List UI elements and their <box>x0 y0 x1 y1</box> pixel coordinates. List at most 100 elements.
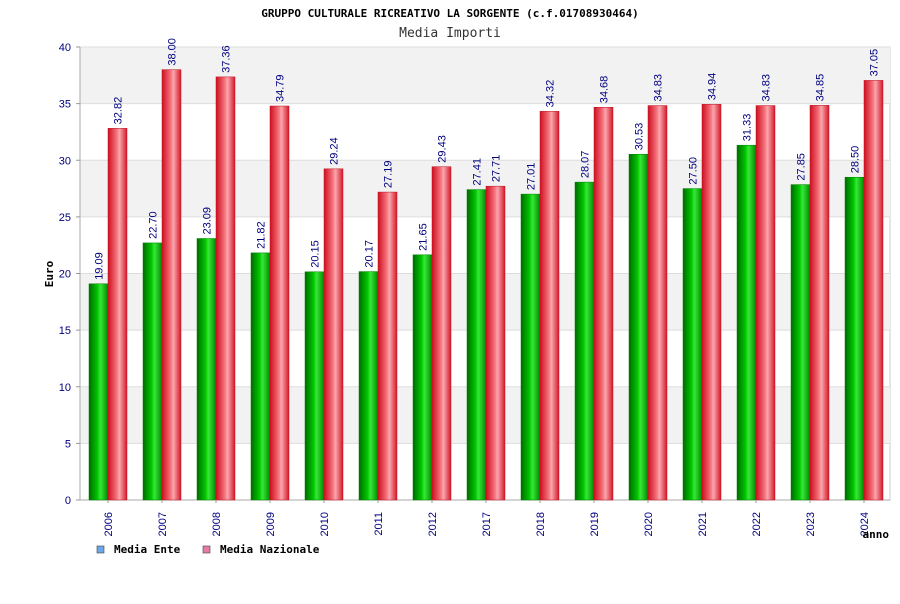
bar-media-ente <box>682 188 703 501</box>
x-tick-label: 2018 <box>535 512 547 536</box>
x-tick-label: 2008 <box>211 512 223 536</box>
x-tick-label: 2009 <box>265 512 277 536</box>
legend-label-media-nazionale: Media Nazionale <box>220 543 320 556</box>
x-tick-label: 2023 <box>805 512 817 536</box>
bar-value-label: 34.32 <box>545 80 557 108</box>
y-axis-ticks: 0 5 10 15 20 25 30 35 40 <box>59 42 80 507</box>
bar-value-label: 37.05 <box>869 49 881 77</box>
x-tick-label: 2007 <box>157 512 169 536</box>
y-tick-label: 35 <box>59 99 71 111</box>
bar-value-label: 21.65 <box>418 223 430 251</box>
y-tick-label: 10 <box>59 382 71 394</box>
bar-value-label: 20.17 <box>364 240 376 268</box>
chart-title: GRUPPO CULTURALE RICREATIVO LA SORGENTE … <box>261 7 639 20</box>
bar-value-label: 22.70 <box>148 211 160 239</box>
bar-value-label: 38.00 <box>167 38 179 66</box>
y-axis-label: Euro <box>43 260 56 287</box>
chart-subtitle: Media Importi <box>399 26 501 41</box>
bar-value-label: 32.82 <box>113 97 125 125</box>
bar-media-ente <box>304 271 325 501</box>
bar-media-ente <box>88 283 109 501</box>
bar-media-ente <box>574 181 595 501</box>
bar-media-ente <box>736 144 757 501</box>
bar-media-ente <box>358 271 379 501</box>
bar-media-ente <box>142 242 163 501</box>
x-tick-label: 2011 <box>373 512 385 536</box>
bar-value-label: 37.36 <box>221 45 233 73</box>
bar-media-nazionale <box>485 185 506 501</box>
bar-value-label: 34.85 <box>815 74 827 102</box>
bar-media-ente <box>790 184 811 501</box>
bar-value-label: 34.68 <box>599 76 611 104</box>
x-tick-label: 2021 <box>697 512 709 536</box>
x-axis-ticks: 2006 2007 2008 2009 2010 2011 2012 2017 2018 2019… <box>103 500 871 536</box>
bar-media-nazionale <box>431 166 452 501</box>
x-tick-label: 2012 <box>427 512 439 536</box>
bars <box>88 69 884 501</box>
y-tick-label: 40 <box>59 42 71 54</box>
y-tick-label: 25 <box>59 212 71 224</box>
bar-media-ente <box>520 193 541 501</box>
bar-media-nazionale <box>377 191 398 501</box>
x-tick-label: 2024 <box>859 512 871 536</box>
bar-media-nazionale <box>809 105 830 501</box>
bar-media-ente <box>412 254 433 501</box>
bar-media-nazionale <box>863 80 884 501</box>
bar-media-nazionale <box>215 76 236 501</box>
y-tick-label: 15 <box>59 325 71 337</box>
x-tick-label: 2006 <box>103 512 115 536</box>
bar-value-label: 28.50 <box>850 146 862 174</box>
bar-value-label: 27.71 <box>491 155 503 183</box>
legend-swatch-media-nazionale <box>202 545 211 554</box>
bar-media-nazionale <box>323 168 344 501</box>
bar-value-label: 19.09 <box>94 252 106 280</box>
bar-value-label: 34.79 <box>275 74 287 102</box>
bar-value-label: 20.15 <box>310 240 322 268</box>
bar-media-nazionale <box>755 105 776 501</box>
y-tick-label: 0 <box>65 495 71 507</box>
x-tick-label: 2022 <box>751 512 763 536</box>
bar-value-label: 34.83 <box>653 74 665 102</box>
bar-value-label: 28.07 <box>580 151 592 179</box>
y-tick-label: 5 <box>65 438 71 450</box>
legend: Media Ente Media Nazionale <box>96 543 320 556</box>
bar-value-label: 30.53 <box>634 123 646 151</box>
bar-value-label: 23.09 <box>202 207 214 235</box>
bar-value-label: 21.82 <box>256 221 268 249</box>
bar-value-label: 27.19 <box>383 161 395 189</box>
bar-media-nazionale <box>647 105 668 501</box>
bar-media-nazionale <box>161 69 182 501</box>
bar-media-nazionale <box>107 128 128 501</box>
bar-value-labels: 19.09 32.82 22.70 38.00 23.09 37.36 21.82 34.79… <box>94 38 881 280</box>
bar-media-nazionale <box>593 106 614 501</box>
x-axis-label: anno <box>863 528 890 541</box>
y-tick-label: 20 <box>59 269 71 281</box>
bar-media-ente <box>250 252 271 501</box>
bar-media-ente <box>466 189 487 501</box>
bar-media-nazionale <box>539 111 560 501</box>
legend-label-media-ente: Media Ente <box>114 543 181 556</box>
x-tick-label: 2020 <box>643 512 655 536</box>
legend-swatch-media-ente <box>96 545 105 554</box>
bar-value-label: 34.94 <box>707 73 719 101</box>
x-tick-label: 2019 <box>589 512 601 536</box>
y-tick-label: 30 <box>59 155 71 167</box>
bar-value-label: 27.41 <box>472 158 484 186</box>
bar-value-label: 27.85 <box>796 153 808 181</box>
bar-media-ente <box>196 238 217 501</box>
plot-band <box>80 47 890 104</box>
bar-value-label: 31.33 <box>742 114 754 142</box>
bar-media-nazionale <box>701 104 722 501</box>
bar-value-label: 27.50 <box>688 157 700 185</box>
x-tick-label: 2010 <box>319 512 331 536</box>
bar-value-label: 29.43 <box>437 135 449 163</box>
bar-media-nazionale <box>269 105 290 501</box>
x-tick-label: 2017 <box>481 512 493 536</box>
bar-value-label: 29.24 <box>329 137 341 165</box>
bar-value-label: 27.01 <box>526 163 538 191</box>
bar-value-label: 34.83 <box>761 74 773 102</box>
bar-media-ente <box>844 176 865 501</box>
bar-media-ente <box>628 153 649 501</box>
